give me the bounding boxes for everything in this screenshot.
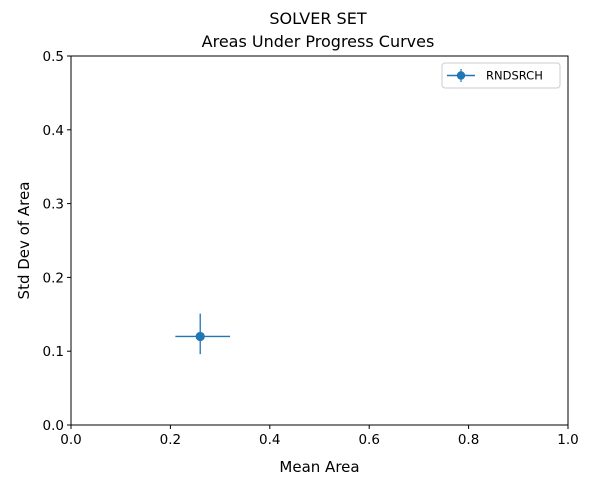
- y-axis-label: Std Dev of Area: [15, 182, 33, 300]
- legend: RNDSRCH: [441, 62, 561, 89]
- chart-subtitle: Areas Under Progress Curves: [202, 32, 435, 51]
- x-tick-label: 0.8: [458, 432, 479, 448]
- x-tick-label: 0.4: [259, 432, 280, 448]
- legend-box: [441, 62, 561, 89]
- x-tick-label: 0.2: [160, 432, 181, 448]
- axes-frame: [70, 55, 569, 426]
- x-tick-label: 0.6: [358, 432, 379, 448]
- chart-title: SOLVER SET: [269, 9, 366, 28]
- x-tick-label: 1.0: [557, 432, 578, 448]
- y-tick-label: 0.4: [43, 123, 64, 139]
- y-tick-label: 0.2: [43, 270, 64, 286]
- legend-series-label: RNDSRCH: [486, 69, 543, 83]
- y-tick-label: 0.1: [43, 344, 64, 360]
- data-point: [195, 331, 205, 342]
- x-axis-label: Mean Area: [279, 458, 359, 476]
- x-tick-label: 0.0: [60, 432, 81, 448]
- y-tick-label: 0.0: [43, 418, 64, 434]
- plot-area: 0.0 0.2 0.4 0.6 0.8 1.0 0.0 0.1 0.2 0.3 0.4 0.5: [43, 49, 579, 448]
- y-tick-label: 0.3: [43, 197, 64, 213]
- y-tick-label: 0.5: [43, 49, 64, 65]
- legend-series-marker: [456, 71, 466, 80]
